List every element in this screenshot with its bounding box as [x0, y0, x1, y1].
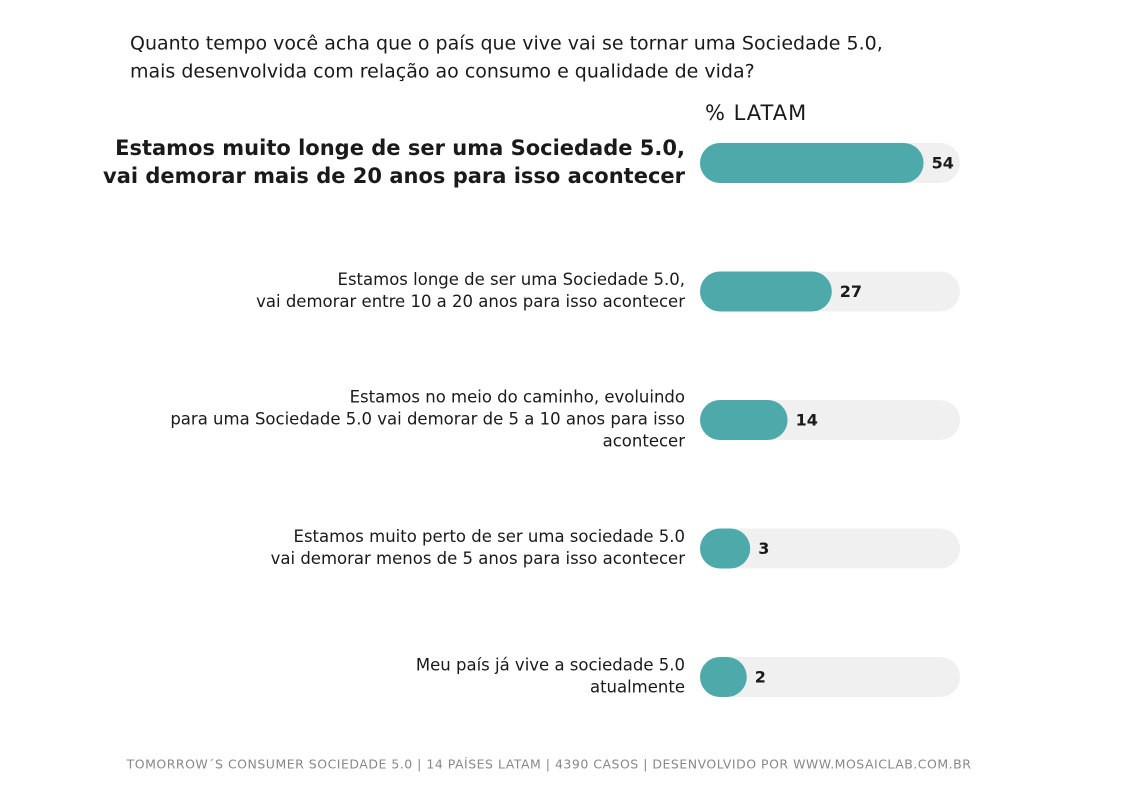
category-label: Estamos muito longe de ser uma Sociedade…	[115, 136, 685, 160]
bar-track	[700, 657, 960, 697]
bar-track	[700, 528, 960, 569]
value-label: 3	[758, 539, 769, 558]
value-label: 54	[932, 154, 954, 173]
category-label: Estamos no meio do caminho, evoluindo	[350, 388, 685, 407]
category-label: para uma Sociedade 5.0 vai demorar de 5 …	[170, 410, 685, 429]
bar	[700, 657, 747, 697]
title-line: Quanto tempo você acha que o país que vi…	[130, 33, 883, 55]
bar	[700, 143, 924, 183]
title-line: mais desenvolvida com relação ao consumo…	[130, 61, 755, 83]
value-label: 14	[796, 411, 818, 430]
column-header: % LATAM	[705, 101, 807, 125]
category-label: atualmente	[590, 678, 685, 697]
category-label: vai demorar mais de 20 anos para isso ac…	[103, 164, 686, 188]
category-label: vai demorar menos de 5 anos para isso ac…	[271, 549, 686, 568]
category-label: Estamos muito perto de ser uma sociedade…	[294, 527, 685, 546]
bar	[700, 400, 788, 440]
value-label: 27	[840, 282, 862, 301]
category-label: Meu país já vive a sociedade 5.0	[416, 656, 685, 675]
bar	[700, 528, 751, 569]
category-label: Estamos longe de ser uma Sociedade 5.0,	[338, 270, 685, 289]
category-label: acontecer	[603, 432, 686, 451]
value-label: 2	[755, 668, 766, 687]
category-label: vai demorar entre 10 a 20 anos para isso…	[256, 292, 685, 311]
footer: TOMORROW´S CONSUMER SOCIEDADE 5.0 | 14 P…	[126, 757, 972, 772]
bar	[700, 271, 832, 312]
